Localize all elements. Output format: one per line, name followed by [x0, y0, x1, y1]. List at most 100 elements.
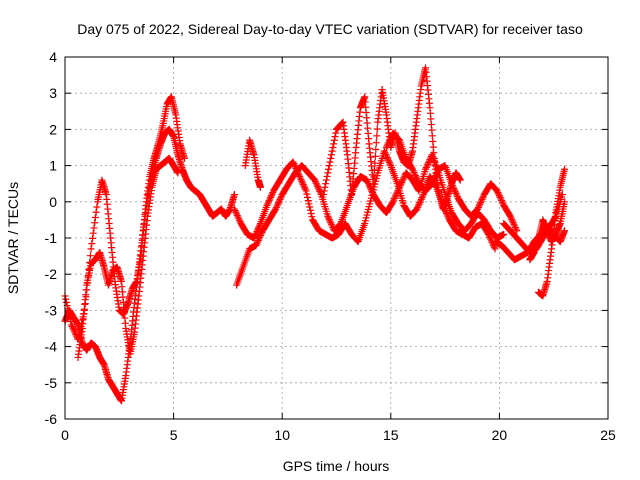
series-track-6: [241, 136, 264, 191]
data-point: [301, 184, 309, 192]
data-point: [511, 224, 519, 232]
data-point: [494, 189, 502, 197]
data-point: [382, 144, 390, 151]
data-point: [254, 238, 262, 246]
data-point: [372, 146, 380, 154]
data-point: [332, 129, 340, 137]
data-point: [508, 217, 516, 225]
x-axis-label: GPS time / hours: [283, 458, 390, 474]
data-point: [291, 161, 299, 169]
data-point: [364, 178, 372, 186]
data-point: [274, 200, 282, 208]
data-point: [326, 158, 334, 166]
data-point: [322, 180, 330, 188]
data-point: [235, 216, 243, 224]
data-point: [314, 183, 322, 191]
data-point: [266, 195, 274, 203]
data-point: [495, 192, 503, 200]
data-point: [65, 308, 73, 316]
data-point: [90, 224, 98, 232]
data-point: [456, 176, 464, 184]
series-track-9: [382, 129, 521, 235]
data-point: [324, 169, 332, 177]
data-point: [293, 168, 301, 176]
data-point: [485, 232, 493, 240]
data-point: [275, 199, 283, 207]
data-point: [263, 201, 271, 209]
data-point: [416, 197, 424, 205]
y-tick-label: -2: [45, 266, 58, 282]
data-point: [512, 225, 520, 233]
data-point: [304, 193, 312, 201]
data-point: [89, 229, 97, 237]
data-point: [325, 162, 333, 170]
data-point: [312, 178, 320, 186]
data-point: [62, 295, 70, 303]
data-point: [370, 173, 378, 181]
data-point: [251, 232, 259, 240]
data-point: [448, 180, 456, 188]
data-point: [479, 194, 487, 202]
data-point: [558, 191, 566, 199]
data-point: [423, 162, 431, 170]
data-point: [414, 203, 422, 211]
series-track-12: [534, 165, 569, 300]
data-point: [298, 179, 306, 187]
data-point: [328, 222, 336, 230]
data-point: [418, 194, 426, 202]
data-point: [371, 159, 379, 167]
data-point: [232, 208, 240, 216]
data-point: [451, 188, 459, 196]
y-tick-label: -4: [45, 339, 58, 355]
data-point: [410, 168, 418, 176]
data-point: [299, 181, 307, 189]
data-point: [477, 197, 485, 205]
data-point: [315, 186, 323, 194]
data-point: [511, 222, 519, 230]
data-point: [300, 182, 308, 190]
data-point: [303, 190, 311, 198]
data-point: [399, 175, 407, 183]
data-point: [448, 181, 456, 189]
y-tick-label: 2: [49, 121, 57, 137]
data-point: [474, 203, 482, 211]
data-point: [385, 157, 393, 165]
data-point: [373, 132, 381, 140]
data-point: [450, 185, 458, 193]
data-point: [385, 139, 393, 147]
data-point: [561, 227, 569, 235]
data-point: [256, 183, 264, 191]
y-tick-label: 3: [49, 85, 57, 101]
data-point: [513, 227, 521, 235]
grid-lines: [65, 57, 608, 419]
data-point: [256, 233, 264, 241]
data-point: [87, 245, 95, 253]
data-point: [443, 209, 451, 217]
data-point: [289, 158, 297, 166]
data-point: [477, 199, 485, 207]
data-point: [380, 147, 388, 155]
data-point: [264, 198, 272, 206]
data-point: [398, 177, 406, 185]
data-point: [296, 172, 304, 180]
y-axis-label: SDTVAR / TECUs: [5, 182, 21, 294]
data-point: [416, 199, 424, 207]
data-point: [453, 191, 461, 199]
data-point: [444, 213, 452, 221]
data-point: [411, 172, 419, 180]
data-point: [390, 196, 398, 204]
data-point: [291, 163, 299, 171]
data-point: [327, 219, 335, 227]
data-point: [327, 151, 335, 159]
data-point: [304, 197, 312, 205]
data-point: [308, 213, 316, 221]
data-point: [328, 147, 336, 155]
data-point: [412, 173, 420, 181]
data-point: [277, 194, 285, 202]
data-point: [382, 152, 390, 160]
data-point: [413, 175, 421, 183]
data-point: [390, 195, 398, 203]
data-point: [306, 203, 314, 211]
data-point: [292, 164, 300, 172]
data-point: [433, 168, 441, 176]
